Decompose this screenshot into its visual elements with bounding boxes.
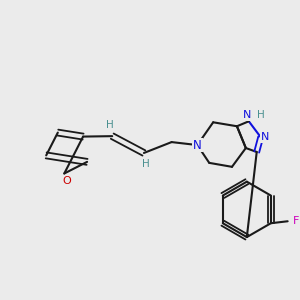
Text: H: H bbox=[106, 120, 114, 130]
Text: O: O bbox=[62, 176, 70, 186]
Text: N: N bbox=[243, 110, 251, 120]
Text: F: F bbox=[292, 216, 299, 226]
Text: H: H bbox=[142, 159, 150, 169]
Text: N: N bbox=[260, 132, 269, 142]
Text: H: H bbox=[257, 110, 265, 120]
Text: N: N bbox=[193, 139, 202, 152]
